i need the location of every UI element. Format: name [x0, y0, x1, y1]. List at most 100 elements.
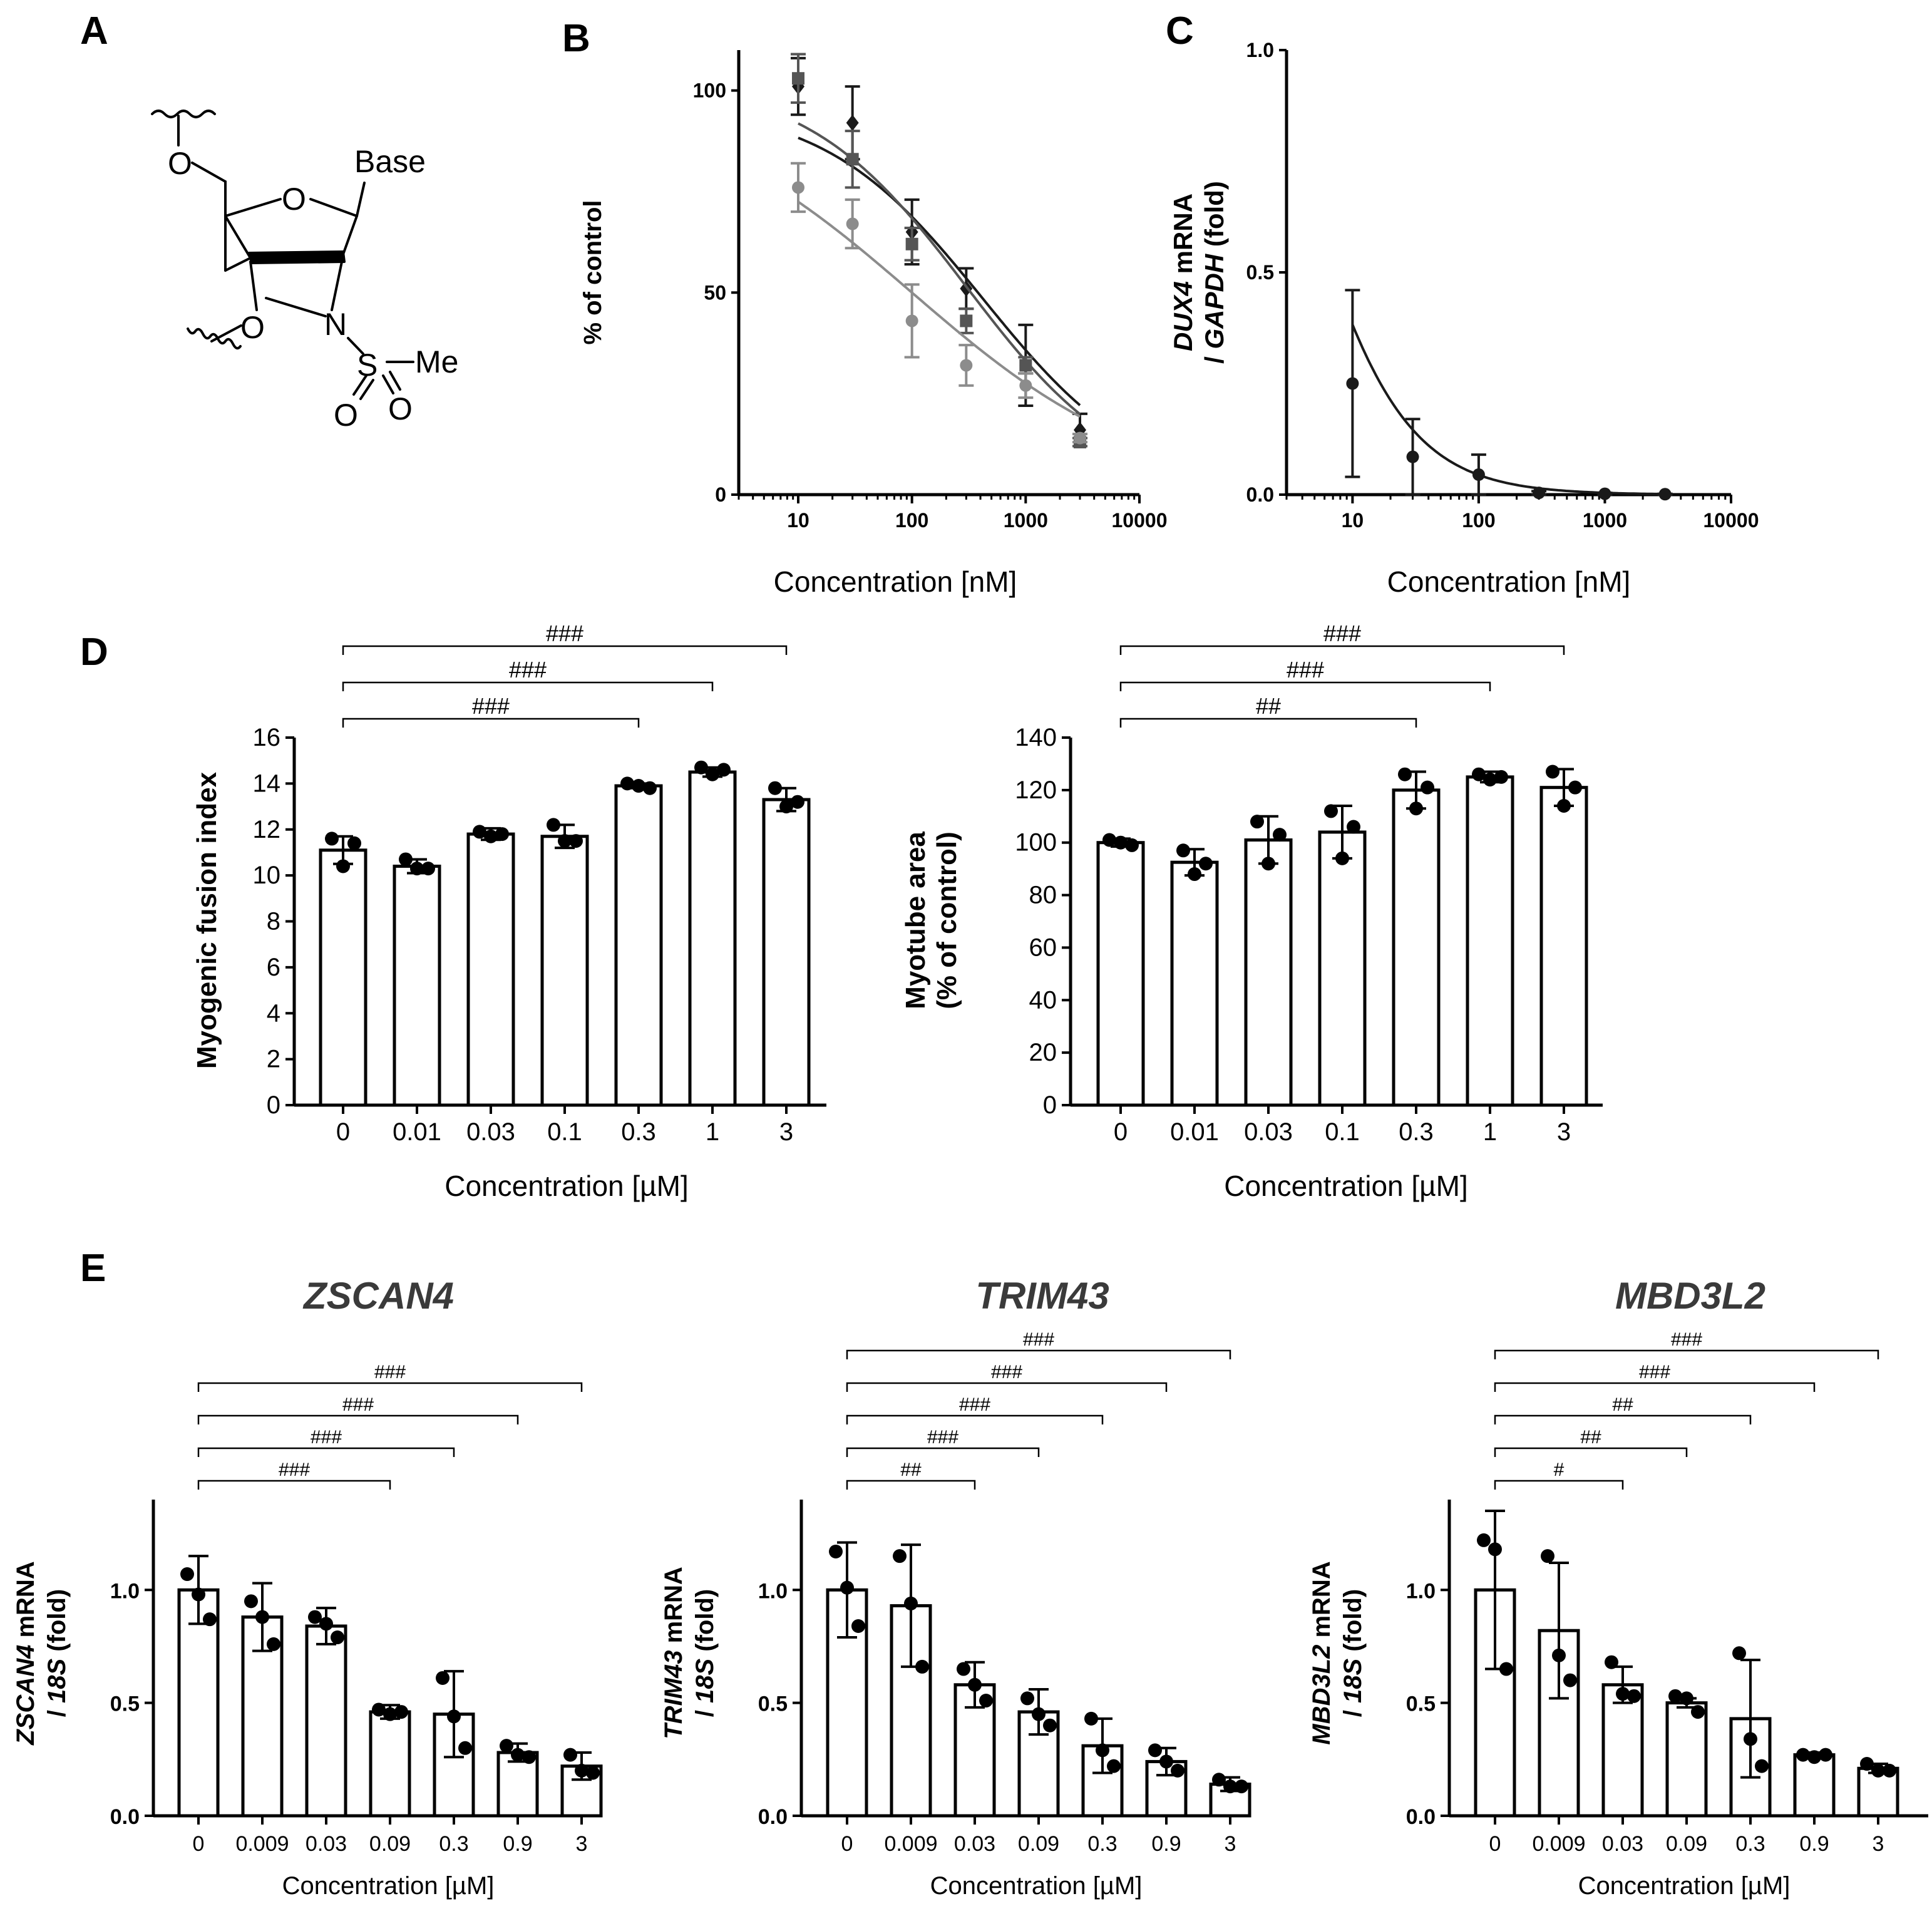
bond-s-o1-b: [359, 379, 374, 400]
chart-D2-data-point: [1421, 780, 1434, 795]
chart-E3-data-point: [1627, 1689, 1641, 1703]
chart-D2-significance-bracket: [1119, 718, 1417, 728]
chart-E1-xtick-label: 0.009: [235, 1832, 289, 1856]
chart-E2-data-point: [1148, 1743, 1162, 1758]
chart-D1-ytick-label: 2: [267, 1046, 280, 1073]
chart-E3-data-point: [1616, 1687, 1630, 1701]
chart-D1-ytick-label: 14: [253, 770, 281, 797]
bond-c1-base: [356, 182, 366, 217]
chart-E3-xlabel: Concentration [µM]: [1578, 1872, 1791, 1900]
chart-D1-xtick-label: 3: [779, 1118, 793, 1146]
chart-E1-ytick-label: 1.0: [110, 1579, 140, 1603]
chart-E2-significance-label: ###: [959, 1394, 990, 1415]
chart-E2-significance-bracket: [846, 1447, 1040, 1457]
chart-E1-data-point: [319, 1617, 333, 1631]
bond-s-o2-b: [389, 371, 401, 391]
atom-me: Me: [415, 344, 458, 379]
chart-E3-data-point: [1541, 1549, 1554, 1563]
chart-E2-data-point: [1107, 1759, 1121, 1773]
chart-B-fit-curve: [798, 122, 1081, 415]
chart-D1-ytick-label: 10: [253, 862, 281, 889]
chart-E3-bar: [1601, 1683, 1644, 1818]
chart-E2-data-point: [840, 1580, 854, 1595]
chart-E1-ylabel-group: ZSCAN4 mRNA/ 18S (fold): [12, 1561, 71, 1745]
chart-D2-ylabel-line1: Myotube area: [900, 832, 931, 1009]
chart-E1-ylabel-line2: / 18S (fold): [43, 1589, 71, 1717]
chart-D1-data-point: [495, 827, 509, 842]
chart-E1-xtick-label: 0.3: [439, 1832, 468, 1856]
chart-D2-xtick-label: 0.03: [1244, 1118, 1293, 1146]
ylabel-italic-ref: 18S: [43, 1659, 71, 1703]
chart-D2-data-point: [1273, 828, 1287, 842]
chart-B-ylabel-group: % of control: [579, 200, 607, 344]
chart-E2-data-point: [1043, 1718, 1057, 1733]
chart-E1-xtick-label: 0.03: [306, 1832, 347, 1856]
chart-D2-data-point: [1483, 773, 1497, 787]
chart-E3-data-point: [1605, 1655, 1618, 1669]
chart-E3-xtick-label: 0.9: [1799, 1832, 1829, 1856]
chart-D1-significance-bracket: [342, 718, 640, 728]
chart-E2-significance-label: ##: [900, 1460, 922, 1480]
chart-E1-significance-bracket: [197, 1447, 455, 1457]
ylabel-italic-gene: DUX4: [1168, 281, 1198, 351]
chart-D2-xtick-label: 0.1: [1325, 1118, 1360, 1146]
chart-B-ytick-label: 50: [704, 281, 726, 304]
chart-E1-bar: [369, 1710, 411, 1818]
chart-E3-significance-bracket: [1494, 1414, 1752, 1424]
chart-D2-data-point: [1546, 765, 1559, 779]
panel-letter-d: D: [80, 631, 108, 674]
chart-E2-ytick-label: 1.0: [758, 1579, 788, 1603]
chart-E2-significance-label: ###: [927, 1427, 958, 1448]
chart-E3-data-point: [1755, 1759, 1769, 1773]
panel-letter-b: B: [562, 17, 590, 60]
ylabel-italic-ref: 18S: [1339, 1659, 1367, 1703]
chart-E2-xtick-label: 0.3: [1087, 1832, 1117, 1856]
chart-B-xtick-label: 1000: [1004, 509, 1048, 532]
wavy-bond-bottom: [187, 327, 242, 350]
chart-D1-bar: [762, 798, 811, 1107]
ylabel-slash: /: [43, 1703, 71, 1717]
bond-c2-n: [331, 260, 343, 311]
bond-n-s: [347, 337, 364, 355]
chart-D1-xtick-label: 0.03: [466, 1118, 515, 1146]
bond-o-top-c5: [191, 162, 227, 183]
chart-E1-significance-label: ###: [279, 1460, 310, 1480]
chart-E3-xtick-label: 0.03: [1602, 1832, 1643, 1856]
atom-o-top: O: [168, 146, 192, 181]
chart-D1-data-point: [768, 781, 782, 795]
chart-E1-data-point: [244, 1594, 258, 1609]
chart-E2-data-point: [1235, 1779, 1248, 1794]
chart-D1-data-point: [473, 825, 486, 839]
chart-E1-ytick-label: 0.5: [110, 1692, 140, 1716]
chart-D1-data-point: [399, 852, 413, 867]
chart-E2-data-point: [1084, 1711, 1098, 1726]
chart-D2-data-point: [1250, 815, 1264, 829]
atom-o-ring: O: [282, 182, 306, 217]
chart-D1-significance-bracket: [342, 681, 714, 691]
chart-D1-ytick-label: 16: [253, 724, 281, 751]
chart-D1-bar: [688, 770, 737, 1107]
chart-D2-bar: [1244, 838, 1293, 1107]
ylabel-fold: (fold): [1339, 1589, 1367, 1659]
chart-D2-xtick-label: 0.01: [1170, 1118, 1219, 1146]
chart-E3-bar: [1793, 1753, 1836, 1818]
chart-E1-data-point: [511, 1748, 525, 1762]
atom-o-bottom: O: [240, 310, 265, 345]
chart-E3-ytick-label: 0.0: [1406, 1805, 1436, 1829]
chart-C-xtick-label: 10: [1342, 509, 1364, 532]
chart-D2-bar: [1466, 775, 1514, 1107]
chart-E3-data-point: [1680, 1691, 1693, 1706]
chart-D2-ytick-label: 40: [1029, 986, 1057, 1014]
chart-B-xtick-label: 10000: [1112, 509, 1168, 532]
chart-D1-data-point: [410, 862, 424, 876]
chart-D1-significance-bracket: [342, 645, 788, 655]
chart-C-point: [1598, 487, 1611, 500]
chart-E2-data-point: [829, 1544, 843, 1558]
chart-E1-data-point: [458, 1741, 472, 1755]
chart-B-point: [1074, 431, 1087, 445]
chart-B: 0 50 100 10 100 1000 10000 Concentration [nM]: [693, 50, 1168, 598]
chart-E1-data-point: [447, 1709, 461, 1724]
chart-B-series-2: [790, 162, 1088, 445]
chart-E2-xlabel: Concentration [µM]: [930, 1872, 1143, 1900]
panel-letter-c: C: [1166, 9, 1194, 53]
